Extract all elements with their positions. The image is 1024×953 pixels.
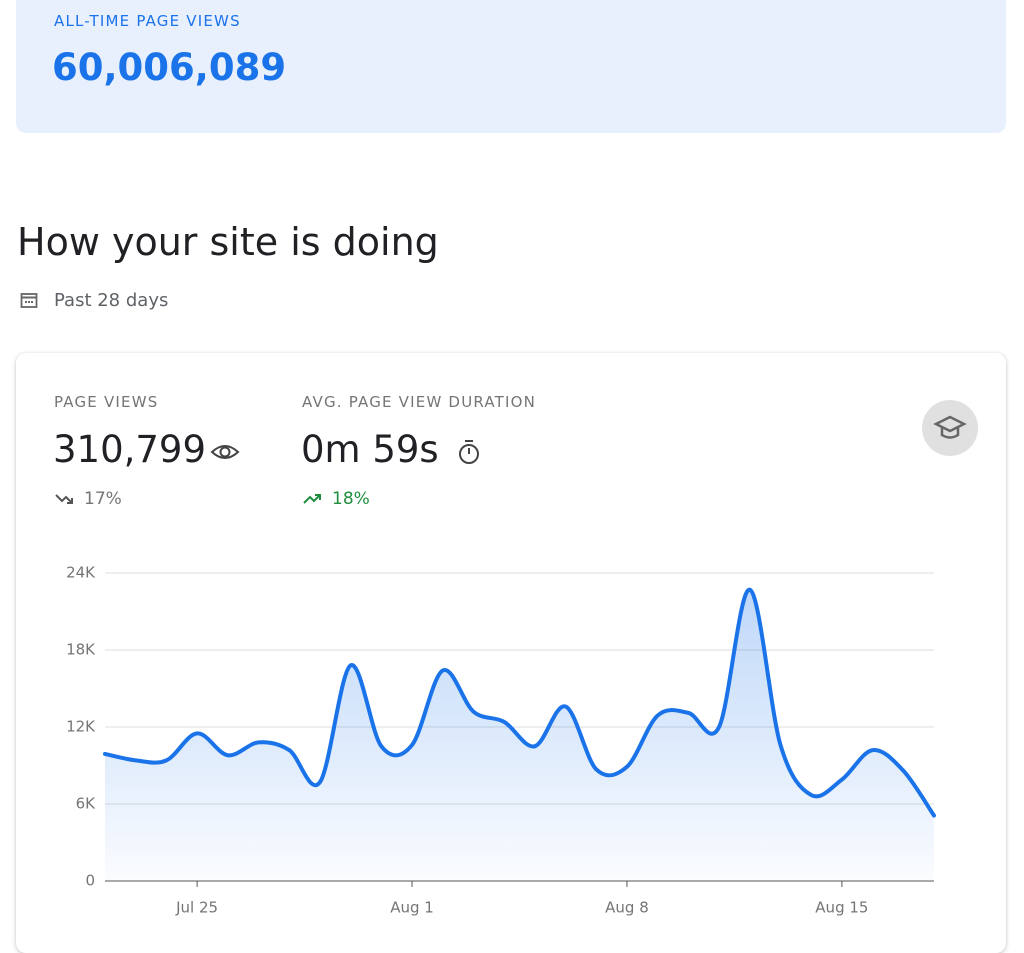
chart: 0 6K 12K 18K 24K Jul 25 Aug 1 Aug 8 Aug 15 bbox=[66, 564, 936, 917]
metric-value: 310,799 bbox=[53, 428, 207, 471]
all-time-card bbox=[16, 0, 1006, 133]
metric-label: PAGE VIEWS bbox=[54, 393, 159, 411]
eye-icon bbox=[210, 445, 240, 459]
timer-icon bbox=[459, 440, 479, 464]
x-tick-label: Aug 1 bbox=[390, 899, 434, 917]
x-tick-label: Aug 8 bbox=[605, 899, 649, 917]
page: ALL-TIME PAGE VIEWS 60,006,089 How your … bbox=[16, 0, 1006, 917]
y-tick-label: 18K bbox=[66, 641, 96, 659]
area bbox=[105, 589, 934, 881]
trend-up-icon bbox=[303, 494, 321, 504]
line bbox=[103, 587, 936, 818]
period: Past 28 days bbox=[54, 290, 169, 311]
all-time-label: ALL-TIME PAGE VIEWS bbox=[54, 12, 241, 30]
metric-change: 17% bbox=[84, 489, 122, 509]
all-time-value: 60,006,089 bbox=[52, 46, 287, 89]
y-tick-label: 24K bbox=[66, 564, 96, 582]
trend-down-icon bbox=[55, 494, 73, 504]
section-title: How your site is doing bbox=[17, 220, 439, 264]
metric-value: 0m 59s bbox=[301, 428, 439, 471]
metric-label: AVG. PAGE VIEW DURATION bbox=[302, 393, 537, 411]
y-tick-label: 6K bbox=[76, 795, 97, 813]
x-tick-label: Aug 15 bbox=[815, 899, 868, 917]
learn-button[interactable] bbox=[922, 400, 978, 456]
y-tick-label: 0 bbox=[85, 872, 95, 890]
calendar-icon bbox=[20, 293, 38, 308]
metric-change: 18% bbox=[332, 489, 370, 509]
x-tick-label: Jul 25 bbox=[175, 899, 218, 917]
y-tick-label: 12K bbox=[66, 718, 96, 736]
